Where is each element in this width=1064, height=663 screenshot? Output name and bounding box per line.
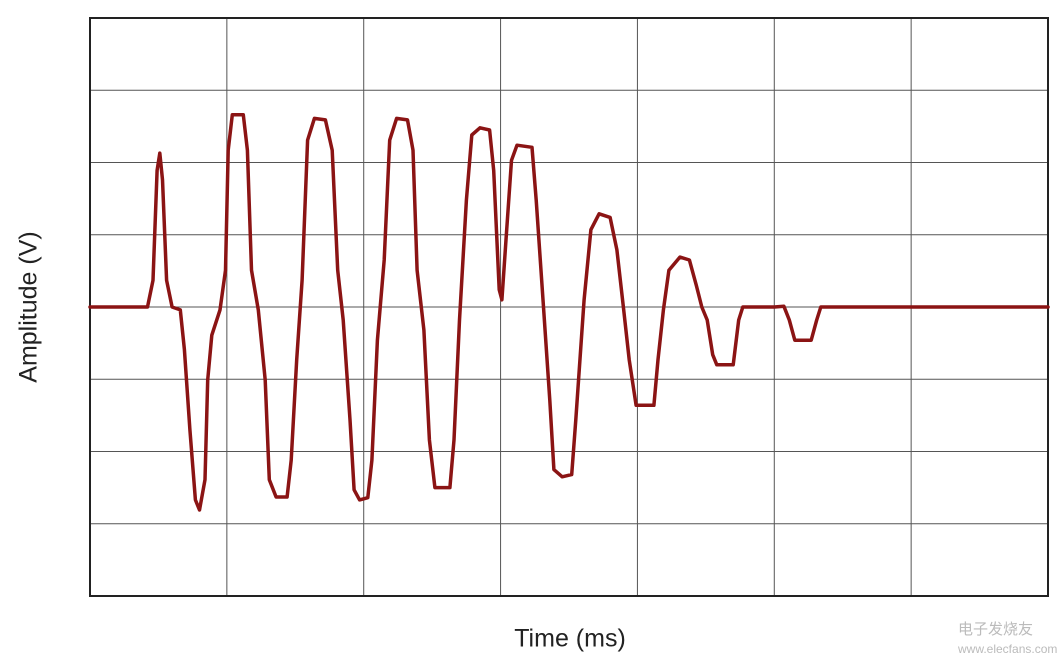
x-axis-label: Time (ms) <box>514 625 626 653</box>
y-axis-label: Amplitude (V) <box>15 231 43 382</box>
watermark-url: www.elecfans.com <box>957 642 1057 656</box>
watermark: 电子发烧友 <box>958 621 1033 638</box>
waveform-line <box>88 113 1050 512</box>
